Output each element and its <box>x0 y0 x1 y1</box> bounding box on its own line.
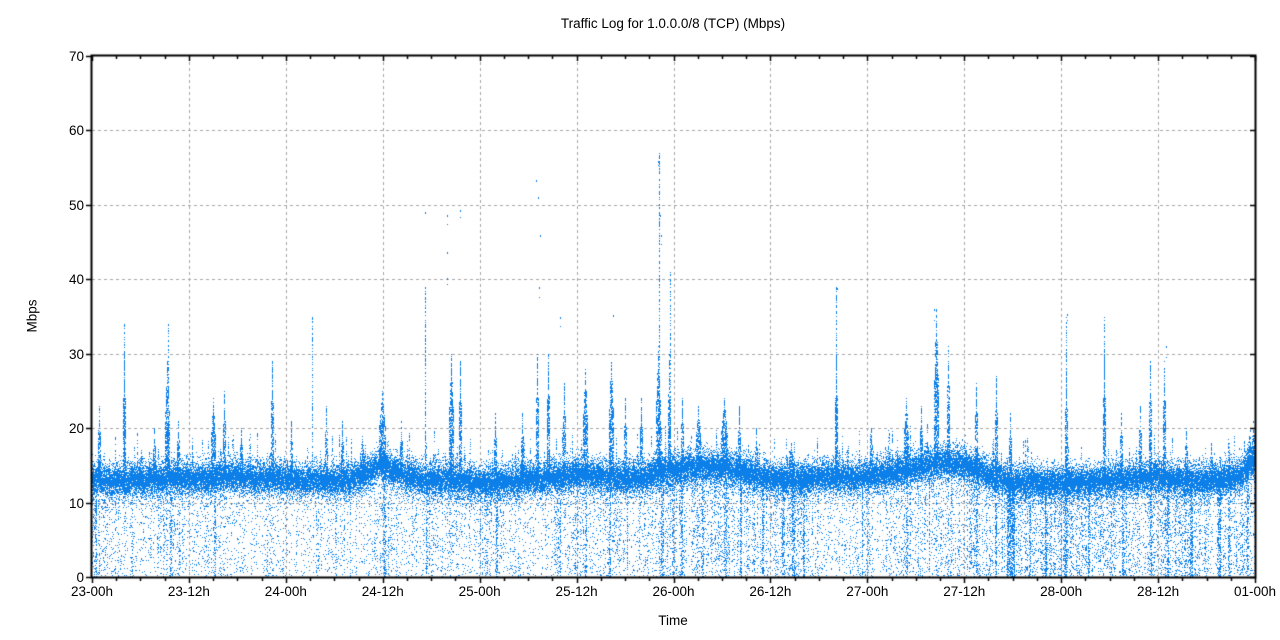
y-tick-label: 40 <box>68 272 84 288</box>
x-tick-label: 25-12h <box>555 584 598 599</box>
x-tick-label: 26-12h <box>749 584 792 599</box>
y-tick-label: 60 <box>68 123 84 139</box>
y-tick-label: 50 <box>68 197 84 213</box>
x-tick-label: 27-12h <box>943 584 986 599</box>
chart-title: Traffic Log for 1.0.0.0/8 (TCP) (Mbps) <box>560 16 786 31</box>
x-tick-label: 24-12h <box>361 584 404 599</box>
y-tick-label: 70 <box>68 49 84 64</box>
x-tick-label: 23-00h <box>70 584 114 599</box>
y-tick-label: 30 <box>68 346 84 362</box>
x-tick-label: 23-12h <box>167 584 210 599</box>
y-tick-label: 0 <box>76 570 84 585</box>
x-tick-label: 01-00h <box>1233 584 1277 599</box>
x-tick-label: 26-00h <box>652 584 695 599</box>
x-tick-label: 24-00h <box>264 584 307 599</box>
y-axis-title: Mbps <box>24 299 40 333</box>
x-tick-label: 28-00h <box>1040 584 1083 599</box>
x-tick-label: 25-00h <box>458 584 501 599</box>
y-tick-label: 20 <box>68 421 84 437</box>
x-axis-title: Time <box>658 613 688 628</box>
x-tick-label: 27-00h <box>846 584 889 599</box>
y-tick-label: 10 <box>68 495 84 511</box>
x-tick-label: 28-12h <box>1137 584 1180 599</box>
